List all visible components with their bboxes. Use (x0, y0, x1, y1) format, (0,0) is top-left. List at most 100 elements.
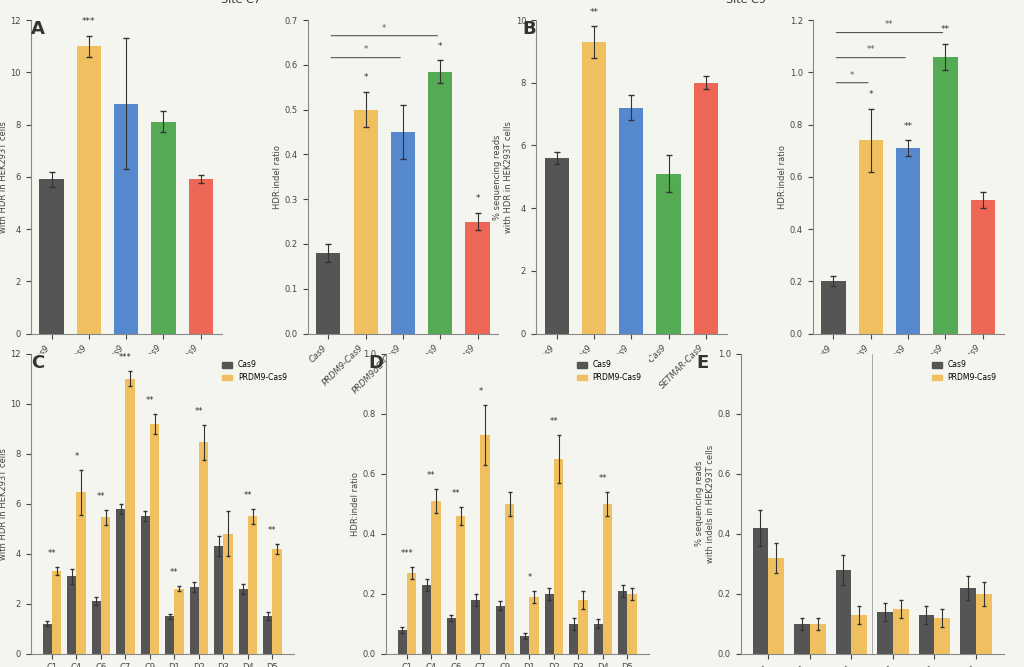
Text: **: ** (903, 122, 912, 131)
Bar (446, 618, 456, 654)
Bar (893, 608, 908, 654)
Text: *: * (478, 387, 482, 396)
Bar (471, 600, 480, 654)
Y-axis label: HDR:indel ratio: HDR:indel ratio (778, 145, 786, 209)
Text: **: ** (244, 491, 252, 500)
Y-axis label: % sequencing reads
with HDR in HEK293T cells: % sequencing reads with HDR in HEK293T c… (0, 448, 8, 560)
Bar (456, 516, 465, 654)
Bar (933, 57, 957, 334)
Bar (821, 281, 846, 334)
Bar (545, 158, 568, 334)
Bar (480, 435, 489, 654)
Bar (353, 109, 378, 334)
Bar (68, 576, 77, 654)
Bar (971, 200, 995, 334)
Bar (505, 504, 514, 654)
Text: **: ** (941, 25, 950, 34)
Bar (316, 253, 340, 334)
Bar (407, 572, 416, 654)
Title: Site C7: Site C7 (221, 0, 261, 5)
Bar (877, 612, 893, 654)
Bar (152, 122, 176, 334)
Bar (223, 534, 232, 654)
Bar (545, 594, 554, 654)
Bar (976, 594, 991, 654)
Bar (188, 179, 213, 334)
Text: **: ** (550, 417, 558, 426)
Bar (239, 589, 248, 654)
Bar (618, 591, 628, 654)
Bar (114, 103, 138, 334)
Bar (39, 179, 63, 334)
Bar (919, 615, 934, 654)
Text: **: ** (96, 492, 105, 501)
Text: *: * (850, 71, 854, 79)
Text: **: ** (885, 21, 894, 29)
Bar (496, 606, 505, 654)
Text: **: ** (268, 526, 276, 535)
Bar (656, 173, 681, 334)
Bar (794, 624, 810, 654)
Y-axis label: % sequencing reads
with indels in HEK293T cells: % sequencing reads with indels in HEK293… (695, 444, 715, 563)
Bar (603, 504, 612, 654)
Bar (858, 140, 883, 334)
Y-axis label: HDR:indel ratio: HDR:indel ratio (351, 472, 359, 536)
Bar (43, 624, 52, 654)
Text: A: A (31, 20, 45, 38)
Bar (77, 46, 101, 334)
Bar (466, 221, 489, 334)
Bar (397, 630, 407, 654)
Bar (77, 492, 86, 654)
Text: B: B (522, 20, 536, 38)
Bar (810, 624, 825, 654)
Bar (579, 600, 588, 654)
Text: **: ** (590, 8, 598, 17)
Text: ***: *** (400, 549, 414, 558)
Bar (768, 558, 784, 654)
Y-axis label: HDR:indel ratio: HDR:indel ratio (272, 145, 282, 209)
Bar (431, 500, 440, 654)
Text: C: C (31, 354, 44, 372)
Text: **: ** (452, 489, 460, 498)
Bar (165, 616, 174, 654)
Y-axis label: % sequencing reads
with HDR in HEK293T cells: % sequencing reads with HDR in HEK293T c… (0, 121, 8, 233)
Bar (961, 588, 976, 654)
Bar (836, 570, 851, 654)
Bar (272, 548, 282, 654)
Text: E: E (696, 354, 709, 372)
Text: *: * (75, 452, 79, 461)
Bar (391, 132, 415, 334)
Text: D: D (369, 354, 384, 372)
Text: **: ** (866, 45, 874, 55)
Bar (520, 636, 529, 654)
Bar (140, 516, 150, 654)
Bar (263, 616, 272, 654)
Text: **: ** (427, 471, 435, 480)
Bar (753, 528, 768, 654)
Bar (189, 588, 199, 654)
Text: **: ** (145, 396, 155, 404)
Text: *: * (475, 194, 480, 203)
Bar (92, 601, 101, 654)
Bar (569, 624, 579, 654)
Text: **: ** (48, 550, 56, 558)
Bar (101, 518, 111, 654)
Text: *: * (364, 45, 368, 55)
Bar (620, 108, 643, 334)
Bar (428, 71, 453, 334)
Bar (199, 442, 208, 654)
Bar (554, 459, 563, 654)
Bar (582, 42, 606, 334)
Bar (934, 618, 950, 654)
Text: ***: *** (119, 353, 132, 362)
Title: Site C9: Site C9 (726, 0, 766, 5)
Bar (116, 509, 126, 654)
Bar (126, 379, 135, 654)
Text: **: ** (195, 407, 203, 416)
Legend: Cas9, PRDM9-Cas9: Cas9, PRDM9-Cas9 (219, 358, 290, 386)
Bar (174, 589, 183, 654)
Text: *: * (438, 42, 442, 51)
Bar (628, 594, 637, 654)
Bar (422, 584, 431, 654)
Bar (896, 148, 921, 334)
